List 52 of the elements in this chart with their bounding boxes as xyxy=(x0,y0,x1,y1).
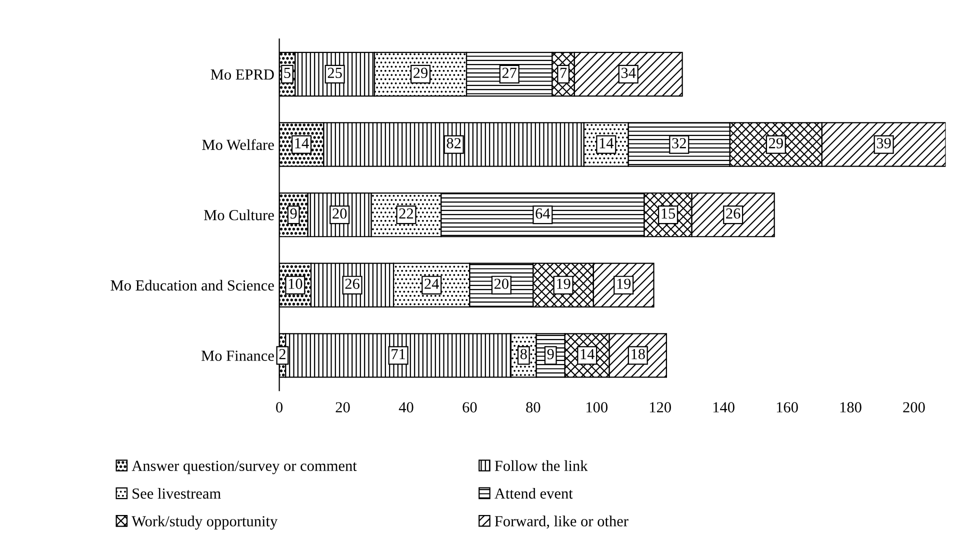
y-tick-label: Mo Welfare xyxy=(202,139,274,150)
data-label: 2 xyxy=(279,349,286,360)
x-tick-label: 80 xyxy=(526,402,540,412)
x-tick-label: 60 xyxy=(462,402,477,412)
data-label: 14 xyxy=(295,138,309,148)
data-label: 20 xyxy=(332,208,347,219)
data-label: 8 xyxy=(520,348,527,360)
y-tick-label: Mo Culture xyxy=(204,210,274,220)
x-tick-label: 140 xyxy=(713,402,734,412)
data-label: 20 xyxy=(494,278,508,289)
data-label: 14 xyxy=(580,349,595,360)
x-tick-label: 0 xyxy=(276,402,283,412)
data-label: 7 xyxy=(560,68,567,78)
data-label: 15 xyxy=(662,208,676,219)
data-label: 26 xyxy=(345,278,360,289)
legend-label: Answer question/survey or comment xyxy=(132,460,357,474)
legend-label: Forward, like or other xyxy=(494,516,628,529)
y-tick-label: Mo EPRD xyxy=(210,70,274,80)
x-tick-label: 20 xyxy=(336,402,350,412)
data-label: 19 xyxy=(617,278,631,289)
data-label: 18 xyxy=(632,348,645,360)
data-label: 26 xyxy=(726,208,740,219)
data-label: 71 xyxy=(392,349,406,360)
data-label: 19 xyxy=(557,278,570,289)
data-label: 9 xyxy=(290,208,297,219)
x-tick-label: 40 xyxy=(398,402,414,412)
data-label: 9 xyxy=(547,349,554,360)
data-label: 27 xyxy=(502,68,517,78)
data-label: 10 xyxy=(288,278,302,289)
legend-label: Follow the link xyxy=(494,460,588,471)
x-tick-label: 120 xyxy=(650,402,671,412)
x-tick-label: 160 xyxy=(776,402,798,412)
x-tick-label: 180 xyxy=(840,402,862,412)
data-label: 14 xyxy=(600,138,614,148)
x-tick-label: 100 xyxy=(586,402,608,412)
legend-label: See livestream xyxy=(132,488,221,499)
y-tick-label: Mo Finance xyxy=(201,350,274,361)
data-label: 39 xyxy=(876,138,891,148)
data-label: 29 xyxy=(414,68,428,78)
x-tick-label: 200 xyxy=(903,402,925,412)
data-label: 34 xyxy=(621,68,636,78)
data-label: 64 xyxy=(536,208,550,219)
y-tick-label: Mo Education and Science xyxy=(110,280,274,291)
data-label: 25 xyxy=(328,68,342,78)
data-label: 82 xyxy=(446,138,461,148)
data-label: 29 xyxy=(768,138,783,148)
legend-label: Attend event xyxy=(494,488,573,499)
data-label: 5 xyxy=(284,68,290,78)
data-label: 32 xyxy=(672,138,686,148)
legend-label: Work/study opportunity xyxy=(132,516,278,530)
data-label: 22 xyxy=(399,208,414,219)
data-label: 24 xyxy=(424,278,440,289)
